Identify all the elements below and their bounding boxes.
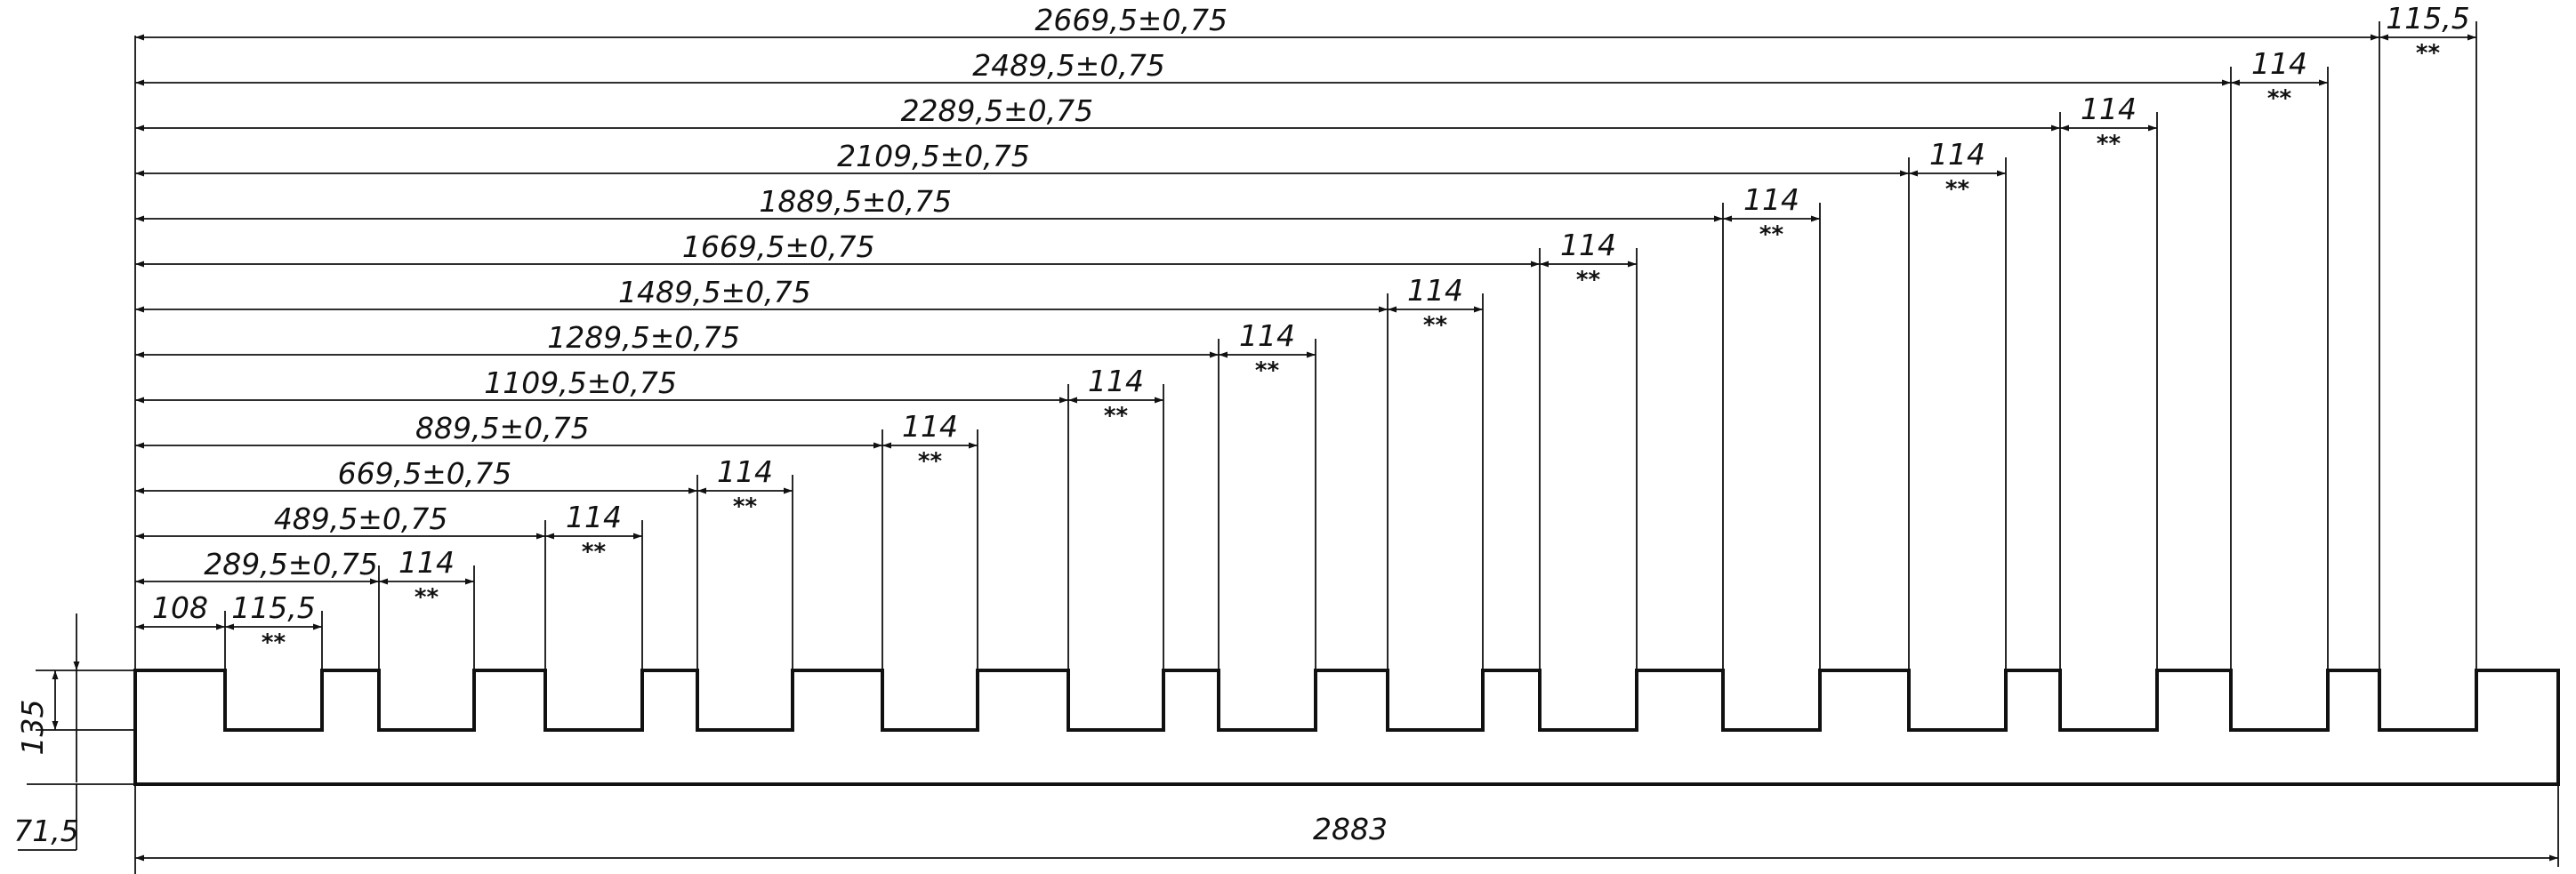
slot-12-width-label: 114 — [2081, 92, 2137, 126]
slot-13-position-label: 2489,5±0,75 — [972, 48, 1165, 83]
part-outline — [133, 669, 2560, 786]
slot-1-width-note: ** — [262, 629, 286, 656]
bottom-offset-label: 71,5 — [13, 814, 78, 848]
slot-8-width-note: ** — [1423, 312, 1448, 339]
slot-1-width-label: 115,5 — [231, 590, 315, 625]
first-offset-label: 108 — [152, 590, 208, 625]
slot-10-width-note: ** — [1759, 221, 1784, 248]
slot-14-width-note: ** — [2416, 40, 2441, 67]
slot-7-width-note: ** — [1255, 357, 1280, 384]
slot-12-position-label: 2289,5±0,75 — [901, 93, 1094, 128]
dimension-layer — [135, 21, 2477, 730]
slot-9-position-label: 1669,5±0,75 — [682, 229, 875, 264]
dimension-labels: 108 115,5 ** 114 ** 289,5±0,75 114 ** 489,5±0,75… — [152, 1, 2470, 656]
slot-2-width-label: 114 — [398, 545, 455, 580]
slot-5-width-label: 114 — [902, 409, 958, 444]
slot-5-position-label: 889,5±0,75 — [415, 411, 590, 445]
slot-10-position-label: 1889,5±0,75 — [759, 184, 952, 219]
slot-11-width-note: ** — [1945, 176, 1970, 203]
slot-5-width-note: ** — [918, 448, 943, 475]
slot-9-width-label: 114 — [1560, 228, 1616, 262]
slot-6-width-note: ** — [1104, 403, 1129, 429]
slot-13-width-note: ** — [2267, 85, 2292, 112]
slot-12-width-note: ** — [2097, 131, 2121, 157]
slot-13-width-label: 114 — [2251, 46, 2307, 81]
slot-10-width-label: 114 — [1743, 182, 1799, 217]
slot-14-position-label: 2669,5±0,75 — [1034, 3, 1228, 37]
slot-6-position-label: 1109,5±0,75 — [484, 365, 677, 400]
slot-2-width-note: ** — [415, 584, 439, 611]
slot-14-width-label: 115,5 — [2386, 1, 2469, 36]
slot-11-width-label: 114 — [1929, 137, 1985, 172]
slot-4-position-label: 669,5±0,75 — [338, 456, 512, 491]
slot-2-position-label: 289,5±0,75 — [204, 547, 378, 581]
slot-11-position-label: 2109,5±0,75 — [837, 139, 1030, 173]
height-label: 135 — [15, 700, 50, 756]
slot-3-width-note: ** — [582, 539, 607, 565]
slot-7-position-label: 1289,5±0,75 — [547, 320, 740, 355]
slot-8-position-label: 1489,5±0,75 — [618, 275, 811, 309]
slot-9-width-note: ** — [1576, 267, 1601, 293]
slot-8-width-label: 114 — [1407, 273, 1463, 308]
slot-6-width-label: 114 — [1088, 364, 1144, 398]
overall-length-label: 2883 — [1313, 812, 1388, 846]
slot-3-width-label: 114 — [566, 500, 622, 534]
slot-4-width-note: ** — [733, 493, 758, 520]
slot-3-position-label: 489,5±0,75 — [274, 501, 448, 536]
slot-4-width-label: 114 — [717, 454, 773, 489]
slot-7-width-label: 114 — [1239, 318, 1295, 353]
